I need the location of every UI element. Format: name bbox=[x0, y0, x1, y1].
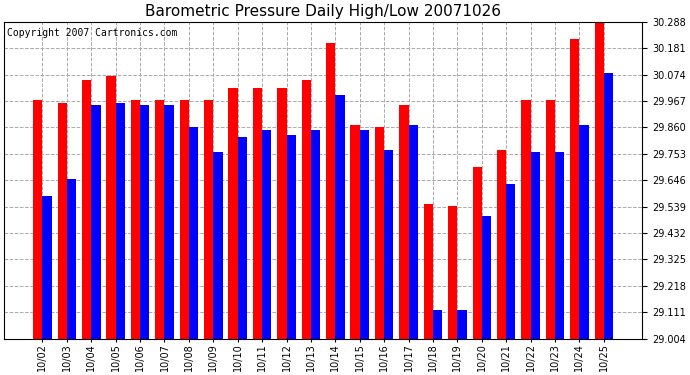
Bar bbox=[155, 100, 164, 339]
Bar bbox=[570, 39, 580, 339]
Bar bbox=[311, 130, 320, 339]
Bar bbox=[522, 100, 531, 339]
Bar bbox=[213, 152, 223, 339]
Bar bbox=[375, 128, 384, 339]
Bar bbox=[286, 135, 296, 339]
Bar bbox=[482, 216, 491, 339]
Bar bbox=[106, 75, 116, 339]
Bar bbox=[497, 150, 506, 339]
Bar bbox=[595, 21, 604, 339]
Bar bbox=[384, 150, 393, 339]
Bar bbox=[67, 179, 76, 339]
Bar bbox=[335, 95, 344, 339]
Bar bbox=[433, 310, 442, 339]
Bar bbox=[506, 184, 515, 339]
Bar bbox=[82, 81, 91, 339]
Bar bbox=[473, 167, 482, 339]
Bar bbox=[116, 103, 125, 339]
Bar bbox=[302, 81, 311, 339]
Bar bbox=[326, 44, 335, 339]
Bar bbox=[57, 103, 67, 339]
Bar bbox=[580, 125, 589, 339]
Title: Barometric Pressure Daily High/Low 20071026: Barometric Pressure Daily High/Low 20071… bbox=[145, 4, 501, 19]
Bar bbox=[546, 100, 555, 339]
Bar bbox=[555, 152, 564, 339]
Bar bbox=[253, 88, 262, 339]
Bar bbox=[189, 128, 198, 339]
Bar bbox=[140, 105, 149, 339]
Bar bbox=[604, 73, 613, 339]
Bar bbox=[131, 100, 140, 339]
Bar bbox=[359, 130, 369, 339]
Bar bbox=[179, 100, 189, 339]
Bar bbox=[228, 88, 238, 339]
Bar bbox=[448, 206, 457, 339]
Bar bbox=[33, 100, 43, 339]
Bar bbox=[424, 204, 433, 339]
Bar bbox=[91, 105, 101, 339]
Bar bbox=[262, 130, 271, 339]
Bar bbox=[351, 125, 359, 339]
Bar bbox=[164, 105, 174, 339]
Bar bbox=[277, 88, 286, 339]
Bar bbox=[408, 125, 418, 339]
Bar bbox=[204, 100, 213, 339]
Bar bbox=[43, 196, 52, 339]
Bar bbox=[531, 152, 540, 339]
Text: Copyright 2007 Cartronics.com: Copyright 2007 Cartronics.com bbox=[8, 28, 178, 38]
Bar bbox=[238, 137, 247, 339]
Bar bbox=[400, 105, 408, 339]
Bar bbox=[457, 310, 466, 339]
